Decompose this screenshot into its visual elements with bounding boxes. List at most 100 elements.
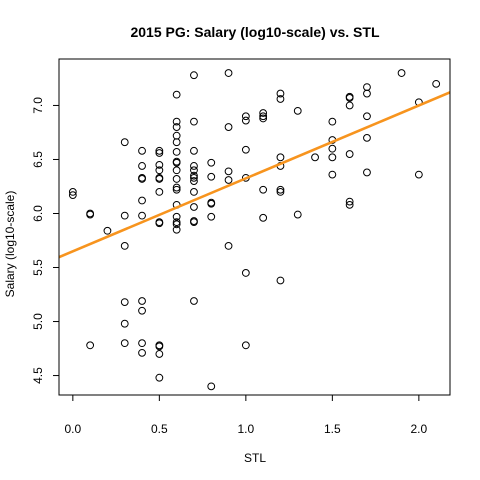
data-point xyxy=(207,172,216,181)
data-point xyxy=(138,175,146,183)
data-point xyxy=(172,185,181,194)
data-point xyxy=(120,298,129,306)
data-point xyxy=(155,149,164,157)
data-point xyxy=(363,89,371,98)
y-axis-label: Salary (log10-scale) xyxy=(3,191,17,298)
data-point xyxy=(276,187,285,196)
data-point xyxy=(172,183,181,192)
data-point xyxy=(414,170,423,179)
data-point xyxy=(345,150,354,158)
data-point xyxy=(207,199,216,208)
data-point xyxy=(190,166,198,175)
trend-line xyxy=(59,91,450,259)
data-point xyxy=(172,220,181,229)
y-tick-label: 6.5 xyxy=(31,151,45,168)
data-point xyxy=(259,213,268,222)
data-point xyxy=(224,167,233,176)
data-point xyxy=(172,117,181,126)
data-point xyxy=(207,212,216,221)
data-point xyxy=(311,153,319,162)
data-point xyxy=(276,276,285,285)
data-point xyxy=(138,146,146,155)
y-tick-label: 5.5 xyxy=(31,259,45,276)
data-point xyxy=(276,153,285,162)
x-tick-label: 2.0 xyxy=(411,422,428,436)
data-point xyxy=(363,168,371,177)
y-tick-label: 5.0 xyxy=(31,313,45,330)
chart-title: 2015 PG: Salary (log10-scale) vs. STL xyxy=(130,24,379,40)
x-axis-label: STL xyxy=(244,451,266,465)
data-point xyxy=(345,197,354,206)
data-point xyxy=(207,158,216,167)
data-point xyxy=(120,138,129,147)
data-point xyxy=(345,200,354,209)
data-point xyxy=(86,341,95,350)
data-point xyxy=(138,339,146,348)
data-point xyxy=(328,170,337,179)
data-point xyxy=(120,211,129,220)
points-layer xyxy=(68,69,441,391)
data-point xyxy=(207,382,216,391)
data-point xyxy=(103,226,112,235)
data-point xyxy=(293,106,302,115)
plot-frame xyxy=(58,58,451,396)
data-point xyxy=(241,145,250,154)
x-tick-label: 0.5 xyxy=(151,422,168,436)
x-tick-label: 0.0 xyxy=(64,422,81,436)
data-point xyxy=(224,176,233,184)
data-point xyxy=(172,90,181,99)
data-point xyxy=(86,210,95,219)
data-point xyxy=(363,133,371,142)
trend-layer xyxy=(59,91,450,259)
data-point xyxy=(68,187,77,196)
data-point xyxy=(190,218,198,227)
y-tick-label: 6.0 xyxy=(31,205,45,222)
y-tick-label: 4.5 xyxy=(31,367,45,384)
data-point xyxy=(241,116,250,125)
data-point xyxy=(138,211,146,220)
data-point xyxy=(190,203,198,211)
data-point xyxy=(190,71,198,80)
data-point xyxy=(345,101,354,110)
data-point xyxy=(172,123,181,131)
data-point xyxy=(432,79,441,88)
x-tick-label: 1.0 xyxy=(238,422,255,436)
data-point xyxy=(190,173,198,182)
x-tick-label: 1.5 xyxy=(324,422,341,436)
data-point xyxy=(259,185,268,194)
data-point xyxy=(259,112,268,121)
data-point xyxy=(328,153,337,162)
data-point xyxy=(328,144,337,153)
data-point xyxy=(224,69,233,77)
data-point xyxy=(363,112,371,121)
data-point xyxy=(172,225,181,234)
plot-area xyxy=(59,69,450,391)
data-point xyxy=(224,123,233,131)
data-point xyxy=(190,162,198,170)
data-point xyxy=(138,348,146,357)
x-axis-ticks: 0.0 0.5 1.0 1.5 2.0 xyxy=(64,395,428,436)
data-point xyxy=(241,341,250,350)
data-point xyxy=(120,242,129,250)
data-point xyxy=(155,187,164,196)
y-tick-label: 7.0 xyxy=(31,97,45,114)
data-point xyxy=(328,117,337,126)
data-point xyxy=(259,109,268,117)
data-point xyxy=(224,242,233,250)
data-point xyxy=(138,306,146,315)
data-point xyxy=(155,160,164,169)
data-point xyxy=(397,69,406,77)
data-point xyxy=(172,218,181,227)
data-point xyxy=(190,177,198,185)
data-point xyxy=(172,175,181,183)
data-point xyxy=(190,297,198,305)
data-point xyxy=(190,117,198,126)
data-point xyxy=(276,185,285,194)
data-point xyxy=(155,175,164,183)
data-point xyxy=(172,166,181,175)
y-axis-ticks: 4.5 5.0 5.5 6.0 6.5 7.0 xyxy=(31,97,59,384)
data-point xyxy=(155,342,164,351)
data-point xyxy=(276,95,285,103)
